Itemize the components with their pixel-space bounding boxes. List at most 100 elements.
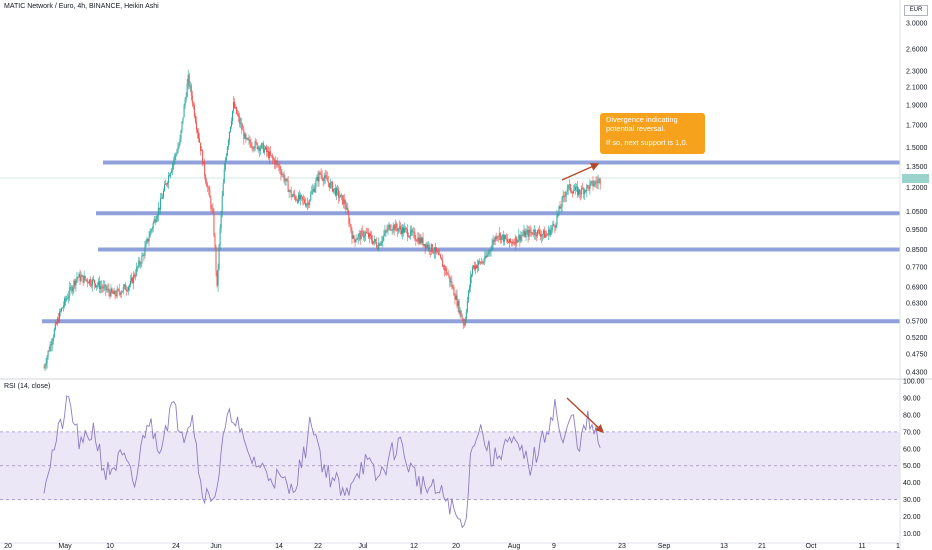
candle-body <box>391 230 393 231</box>
candle-body <box>98 281 100 285</box>
candle-body <box>493 240 495 242</box>
candle-body <box>350 224 352 231</box>
candle-body <box>573 189 575 191</box>
candle-body <box>311 191 313 194</box>
time-tick-label: 11 <box>858 543 865 550</box>
candle-body <box>507 238 508 242</box>
candle-body <box>511 241 513 243</box>
candle-body <box>165 183 167 185</box>
candle-body <box>92 279 94 281</box>
candle-body <box>240 123 242 125</box>
candle-body <box>499 233 501 241</box>
candle-body <box>463 323 465 326</box>
candle-body <box>370 233 372 236</box>
candle-body <box>355 240 357 242</box>
candle-body <box>553 224 555 226</box>
candle-body <box>512 241 514 244</box>
candle-body <box>244 133 246 139</box>
time-tick-label: 20 <box>4 543 12 550</box>
candle-body <box>48 350 50 352</box>
candle-body <box>462 319 464 324</box>
rsi-tick-label: 50.00 <box>903 463 921 470</box>
candle-body <box>348 213 350 224</box>
candle-body <box>106 289 108 291</box>
candle-body <box>109 292 111 297</box>
candle-body <box>331 182 333 192</box>
candle-body <box>246 138 248 140</box>
candle-body <box>286 178 288 181</box>
candle-body <box>460 310 462 317</box>
annotation-note[interactable]: Divergence indicating potential reversal… <box>600 113 705 154</box>
candle-body <box>312 188 314 192</box>
candle-body <box>357 235 359 240</box>
candle-body <box>356 239 358 241</box>
candle-body <box>521 235 523 237</box>
candle-body <box>500 235 502 241</box>
candle-body <box>297 194 299 203</box>
time-tick-label: 13 <box>720 543 728 550</box>
candle-body <box>444 265 446 271</box>
candle-body <box>388 224 390 228</box>
candle-body <box>95 283 96 287</box>
candle-body <box>47 350 49 357</box>
price-tick-label: 2.3000 <box>906 68 928 75</box>
time-tick-label: 21 <box>758 543 766 550</box>
candle-body <box>477 265 479 269</box>
candle-body <box>187 74 189 84</box>
candle-body <box>322 178 324 182</box>
candle-body <box>520 236 522 241</box>
candle-body <box>120 292 122 295</box>
candle-body <box>105 284 107 291</box>
candle-body <box>125 290 127 291</box>
candle-body <box>261 143 263 145</box>
candle-body <box>407 229 409 237</box>
price-tick-label: 0.6300 <box>906 301 928 308</box>
candle-body <box>180 130 182 140</box>
time-tick-label: 14 <box>275 543 283 550</box>
currency-label[interactable]: EUR <box>904 5 928 16</box>
candle-body <box>78 273 80 278</box>
candle-body <box>104 284 106 286</box>
time-tick-label: Oct <box>806 543 817 550</box>
candle-body <box>480 261 482 264</box>
candle-body <box>227 140 229 147</box>
candle-body <box>517 240 519 243</box>
time-tick-label: 20 <box>452 543 460 550</box>
candle-body <box>448 274 450 276</box>
candle-body <box>96 285 98 287</box>
candle-body <box>237 113 239 116</box>
candle-body <box>99 281 101 290</box>
price-tick-label: 1.9000 <box>906 103 928 110</box>
time-tick-label: Jun <box>210 543 221 550</box>
rsi-divergence-arrow[interactable] <box>566 397 605 433</box>
candle-body <box>420 237 422 243</box>
candle-body <box>565 192 567 197</box>
candle-body <box>255 141 257 143</box>
candle-body <box>425 244 427 248</box>
candle-body <box>534 229 536 235</box>
candle-body <box>52 337 54 342</box>
candle-body <box>131 277 133 281</box>
candle-body <box>70 286 72 288</box>
candle-body <box>186 83 188 97</box>
candle-body <box>113 290 115 294</box>
candle-body <box>479 261 481 263</box>
candle-body <box>308 203 310 205</box>
candle-body <box>402 227 404 233</box>
candle-body <box>324 175 326 179</box>
candle-body <box>364 232 366 236</box>
candle-body <box>447 274 449 275</box>
candle-body <box>149 231 151 238</box>
price-divergence-arrow[interactable] <box>561 163 600 181</box>
candle-body <box>293 193 295 197</box>
price-tick-label: 1.0500 <box>906 209 928 216</box>
candle-body <box>497 236 499 238</box>
candle-body <box>405 228 407 230</box>
candle-body <box>101 286 103 288</box>
candle-body <box>411 229 413 233</box>
rsi-tick-label: 90.00 <box>903 395 921 402</box>
candle-body <box>253 147 255 149</box>
candle-body <box>526 230 528 233</box>
candle-body <box>252 147 254 149</box>
